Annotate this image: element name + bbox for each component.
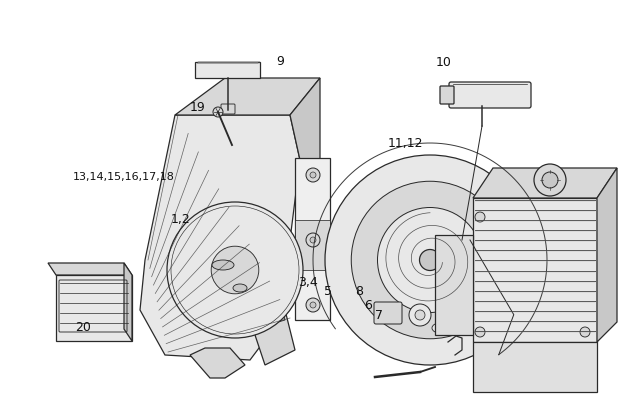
Polygon shape <box>56 275 132 341</box>
Circle shape <box>475 212 485 222</box>
Circle shape <box>580 327 590 337</box>
Text: 5: 5 <box>324 285 333 298</box>
Polygon shape <box>124 263 132 341</box>
Text: 3,4: 3,4 <box>298 277 317 289</box>
Circle shape <box>167 202 303 338</box>
Polygon shape <box>140 115 300 360</box>
Circle shape <box>310 172 316 178</box>
Circle shape <box>306 233 320 247</box>
Circle shape <box>542 172 558 188</box>
Circle shape <box>409 304 431 326</box>
Polygon shape <box>435 235 473 335</box>
Polygon shape <box>215 260 285 335</box>
Text: 9: 9 <box>277 55 284 67</box>
Circle shape <box>306 298 320 312</box>
Polygon shape <box>597 168 617 342</box>
FancyBboxPatch shape <box>449 82 531 108</box>
Polygon shape <box>48 263 132 275</box>
Circle shape <box>306 168 320 182</box>
Text: 20: 20 <box>75 321 91 333</box>
Circle shape <box>534 164 566 196</box>
Circle shape <box>213 107 223 117</box>
Text: 10: 10 <box>436 56 452 69</box>
Circle shape <box>475 327 485 337</box>
Text: 6: 6 <box>364 299 372 312</box>
Ellipse shape <box>233 284 247 292</box>
Circle shape <box>415 310 425 320</box>
Polygon shape <box>473 198 597 342</box>
Polygon shape <box>197 62 260 63</box>
Polygon shape <box>295 158 330 320</box>
Text: 19: 19 <box>190 101 205 113</box>
FancyBboxPatch shape <box>440 86 454 104</box>
Ellipse shape <box>432 323 448 333</box>
Ellipse shape <box>212 260 234 270</box>
Circle shape <box>211 246 259 294</box>
Polygon shape <box>290 78 320 165</box>
Circle shape <box>351 181 509 339</box>
Polygon shape <box>473 168 617 198</box>
Circle shape <box>310 237 316 243</box>
Polygon shape <box>195 62 260 78</box>
FancyBboxPatch shape <box>374 302 402 324</box>
Circle shape <box>310 302 316 308</box>
Text: 11,12: 11,12 <box>388 138 424 150</box>
Circle shape <box>420 249 441 271</box>
Text: 7: 7 <box>375 309 384 322</box>
Polygon shape <box>175 78 320 115</box>
Polygon shape <box>473 342 597 392</box>
FancyBboxPatch shape <box>221 104 235 114</box>
Polygon shape <box>295 220 330 270</box>
Text: 13,14,15,16,17,18: 13,14,15,16,17,18 <box>73 172 175 182</box>
Circle shape <box>458 236 466 244</box>
Polygon shape <box>190 348 245 378</box>
Circle shape <box>325 155 535 365</box>
Text: 8: 8 <box>355 285 363 298</box>
Polygon shape <box>255 310 295 365</box>
Circle shape <box>378 208 483 312</box>
Text: 1,2: 1,2 <box>170 214 190 226</box>
